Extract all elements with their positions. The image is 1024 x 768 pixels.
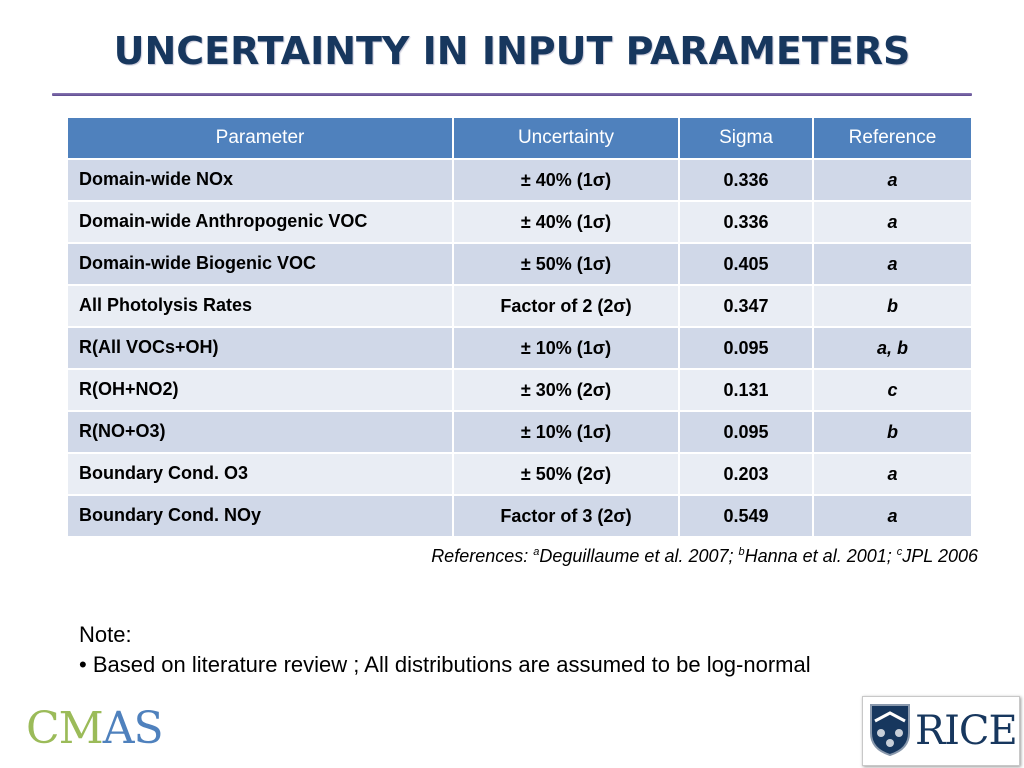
sigma-cell: 0.336 <box>679 159 814 202</box>
uncertainty-cell: ± 40% (1σ) <box>453 201 680 244</box>
uncertainty-cell: Factor of 2 (2σ) <box>453 285 680 328</box>
cmas-logo-part1: CM <box>26 703 104 754</box>
reference-cell: a <box>813 243 973 286</box>
header-sigma: Sigma <box>679 118 814 160</box>
reference-cell: b <box>813 411 973 454</box>
reference-cell: a <box>813 159 973 202</box>
parameters-table: Parameter Uncertainty Sigma Reference Do… <box>68 118 973 538</box>
cmas-logo-part2: AS <box>102 703 164 754</box>
reference-mark-c: c <box>896 546 903 558</box>
parameter-cell: Boundary Cond. O3 <box>68 453 454 496</box>
header-uncertainty: Uncertainty <box>453 118 680 160</box>
parameter-cell: Boundary Cond. NOy <box>68 495 454 538</box>
sigma-cell: 0.336 <box>679 201 814 244</box>
header-reference: Reference <box>813 118 973 160</box>
uncertainty-cell: ± 10% (1σ) <box>453 327 680 370</box>
sigma-cell: 0.347 <box>679 285 814 328</box>
sigma-cell: 0.095 <box>679 411 814 454</box>
reference-cell: a, b <box>813 327 973 370</box>
reference-cell: b <box>813 285 973 328</box>
table-row: Domain-wide NOx ± 40% (1σ) 0.336 a <box>68 159 973 202</box>
uncertainty-cell: ± 10% (1σ) <box>453 411 680 454</box>
table-row: R(All VOCs+OH) ± 10% (1σ) 0.095 a, b <box>68 327 973 370</box>
uncertainty-cell: Factor of 3 (2σ) <box>453 495 680 538</box>
parameter-cell: R(NO+O3) <box>68 411 454 454</box>
sigma-cell: 0.549 <box>679 495 814 538</box>
sigma-cell: 0.203 <box>679 453 814 496</box>
parameter-cell: Domain-wide Anthropogenic VOC <box>68 201 454 244</box>
rice-shield-icon <box>870 704 910 757</box>
note-block: Note: • Based on literature review ; All… <box>79 620 811 680</box>
sigma-cell: 0.405 <box>679 243 814 286</box>
reference-text-b: Hanna et al. 2001; <box>744 546 897 566</box>
reference-cell: c <box>813 369 973 412</box>
uncertainty-cell: ± 50% (2σ) <box>453 453 680 496</box>
reference-cell: a <box>813 453 973 496</box>
parameter-cell: Domain-wide Biogenic VOC <box>68 243 454 286</box>
note-bullet: • Based on literature review ; All distr… <box>79 652 811 677</box>
table-row: R(NO+O3) ± 10% (1σ) 0.095 b <box>68 411 973 454</box>
reference-mark-b: b <box>738 546 745 558</box>
table-header-row: Parameter Uncertainty Sigma Reference <box>68 118 973 160</box>
note-label: Note: <box>79 622 132 647</box>
uncertainty-cell: ± 30% (2σ) <box>453 369 680 412</box>
parameter-cell: R(All VOCs+OH) <box>68 327 454 370</box>
references-prefix: References: <box>431 546 534 566</box>
uncertainty-cell: ± 50% (1σ) <box>453 243 680 286</box>
table-row: All Photolysis Rates Factor of 2 (2σ) 0.… <box>68 285 973 328</box>
rice-logo: RICE <box>862 696 1020 766</box>
parameter-cell: R(OH+NO2) <box>68 369 454 412</box>
sigma-cell: 0.095 <box>679 327 814 370</box>
cmas-logo: CMAS <box>26 703 164 754</box>
table-row: Boundary Cond. O3 ± 50% (2σ) 0.203 a <box>68 453 973 496</box>
header-parameter: Parameter <box>68 118 454 160</box>
references-line: References: aDeguillaume et al. 2007; bH… <box>431 546 978 567</box>
rice-wordmark: RICE <box>915 708 1018 754</box>
table-row: Domain-wide Anthropogenic VOC ± 40% (1σ)… <box>68 201 973 244</box>
parameter-cell: Domain-wide NOx <box>68 159 454 202</box>
reference-text-a: Deguillaume et al. 2007; <box>539 546 739 566</box>
parameter-cell: All Photolysis Rates <box>68 285 454 328</box>
uncertainty-cell: ± 40% (1σ) <box>453 159 680 202</box>
table-row: Boundary Cond. NOy Factor of 3 (2σ) 0.54… <box>68 495 973 538</box>
table-row: Domain-wide Biogenic VOC ± 50% (1σ) 0.40… <box>68 243 973 286</box>
reference-text-c: JPL 2006 <box>902 546 978 566</box>
reference-cell: a <box>813 201 973 244</box>
table-row: R(OH+NO2) ± 30% (2σ) 0.131 c <box>68 369 973 412</box>
slide-title: UNCERTAINTY IN INPUT PARAMETERS <box>113 29 911 73</box>
reference-cell: a <box>813 495 973 538</box>
title-divider <box>52 93 972 96</box>
reference-mark-a: a <box>533 546 540 558</box>
sigma-cell: 0.131 <box>679 369 814 412</box>
